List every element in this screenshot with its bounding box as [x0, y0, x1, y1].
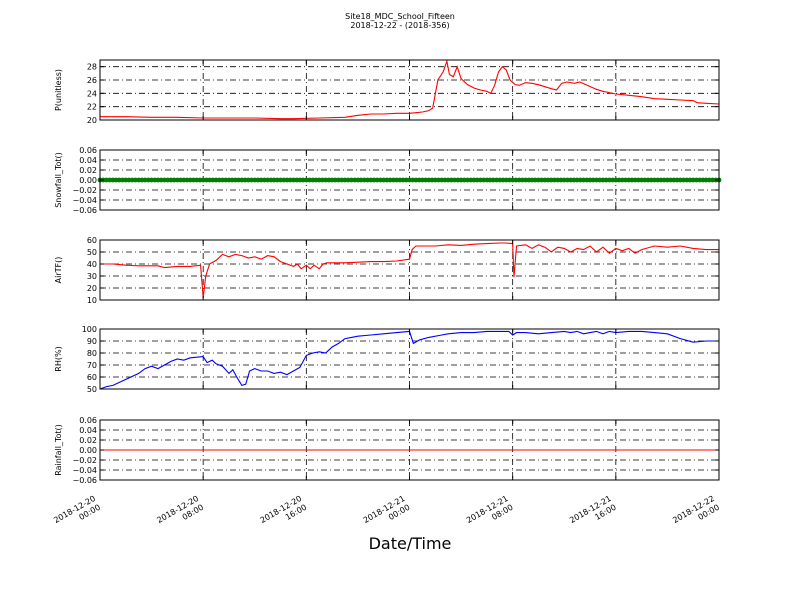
y-tick-label: 0.04 [79, 156, 97, 165]
y-tick-label: 22 [87, 103, 97, 112]
x-tick-label: 2018-12-2100:00 [362, 494, 412, 534]
y-tick-label: 40 [87, 260, 97, 269]
y-tick-label: 10 [87, 296, 97, 305]
x-tick-label: 2018-12-2000:00 [52, 494, 102, 534]
y-tick-label: 60 [87, 236, 97, 245]
y-tick-label: 0.06 [79, 146, 97, 155]
y-axis-label: AirTF() [54, 257, 63, 284]
y-tick-label: 50 [87, 385, 97, 394]
x-tick-label: 2018-12-2108:00 [465, 494, 515, 534]
y-tick-label: −0.02 [72, 456, 97, 465]
y-tick-label: 20 [87, 284, 97, 293]
series-line-3 [99, 330, 719, 390]
y-tick-label: 60 [87, 373, 97, 382]
y-tick-label: 100 [82, 325, 97, 334]
x-axis-label: Date/Time [368, 534, 452, 553]
y-tick-label: −0.04 [72, 466, 97, 475]
y-tick-label: −0.06 [72, 476, 97, 485]
y-tick-label: 50 [87, 248, 97, 257]
y-tick-label: 30 [87, 272, 97, 281]
y-tick-label: 0.04 [79, 426, 97, 435]
series-line-0 [100, 59, 720, 120]
chart-title: Site18_MDC_School_Fifteen [345, 12, 455, 21]
y-axis-label: RH(%) [54, 346, 63, 371]
y-axis-label: Snowfall_Tot() [54, 152, 63, 208]
y-tick-label: 90 [87, 337, 97, 346]
y-tick-label: 0.02 [79, 436, 97, 445]
y-tick-label: 0.00 [79, 176, 97, 185]
y-tick-label: 0.00 [79, 446, 97, 455]
series-line-2 [100, 242, 719, 298]
x-tick-label: 2018-12-2116:00 [568, 494, 618, 534]
x-tick-label: 2018-12-2016:00 [259, 494, 309, 534]
y-tick-label: 80 [87, 349, 97, 358]
y-tick-label: 70 [87, 361, 97, 370]
y-tick-label: 20 [87, 116, 97, 125]
y-tick-label: 0.02 [79, 166, 97, 175]
x-tick-label: 2018-12-2008:00 [155, 494, 205, 534]
y-tick-label: −0.04 [72, 196, 97, 205]
y-axis-label: P(unitless) [54, 69, 63, 111]
y-tick-label: −0.02 [72, 186, 97, 195]
y-tick-label: −0.06 [72, 206, 97, 215]
y-tick-label: 26 [87, 76, 97, 85]
y-axis-label: Rainfall_Tot() [54, 424, 63, 476]
y-tick-label: 0.06 [79, 416, 97, 425]
y-tick-label: 28 [87, 63, 97, 72]
y-tick-label: 24 [87, 89, 97, 98]
x-tick-label: 2018-12-2200:00 [671, 494, 721, 534]
chart-subtitle: 2018-12-22 - (2018-356) [350, 21, 450, 30]
